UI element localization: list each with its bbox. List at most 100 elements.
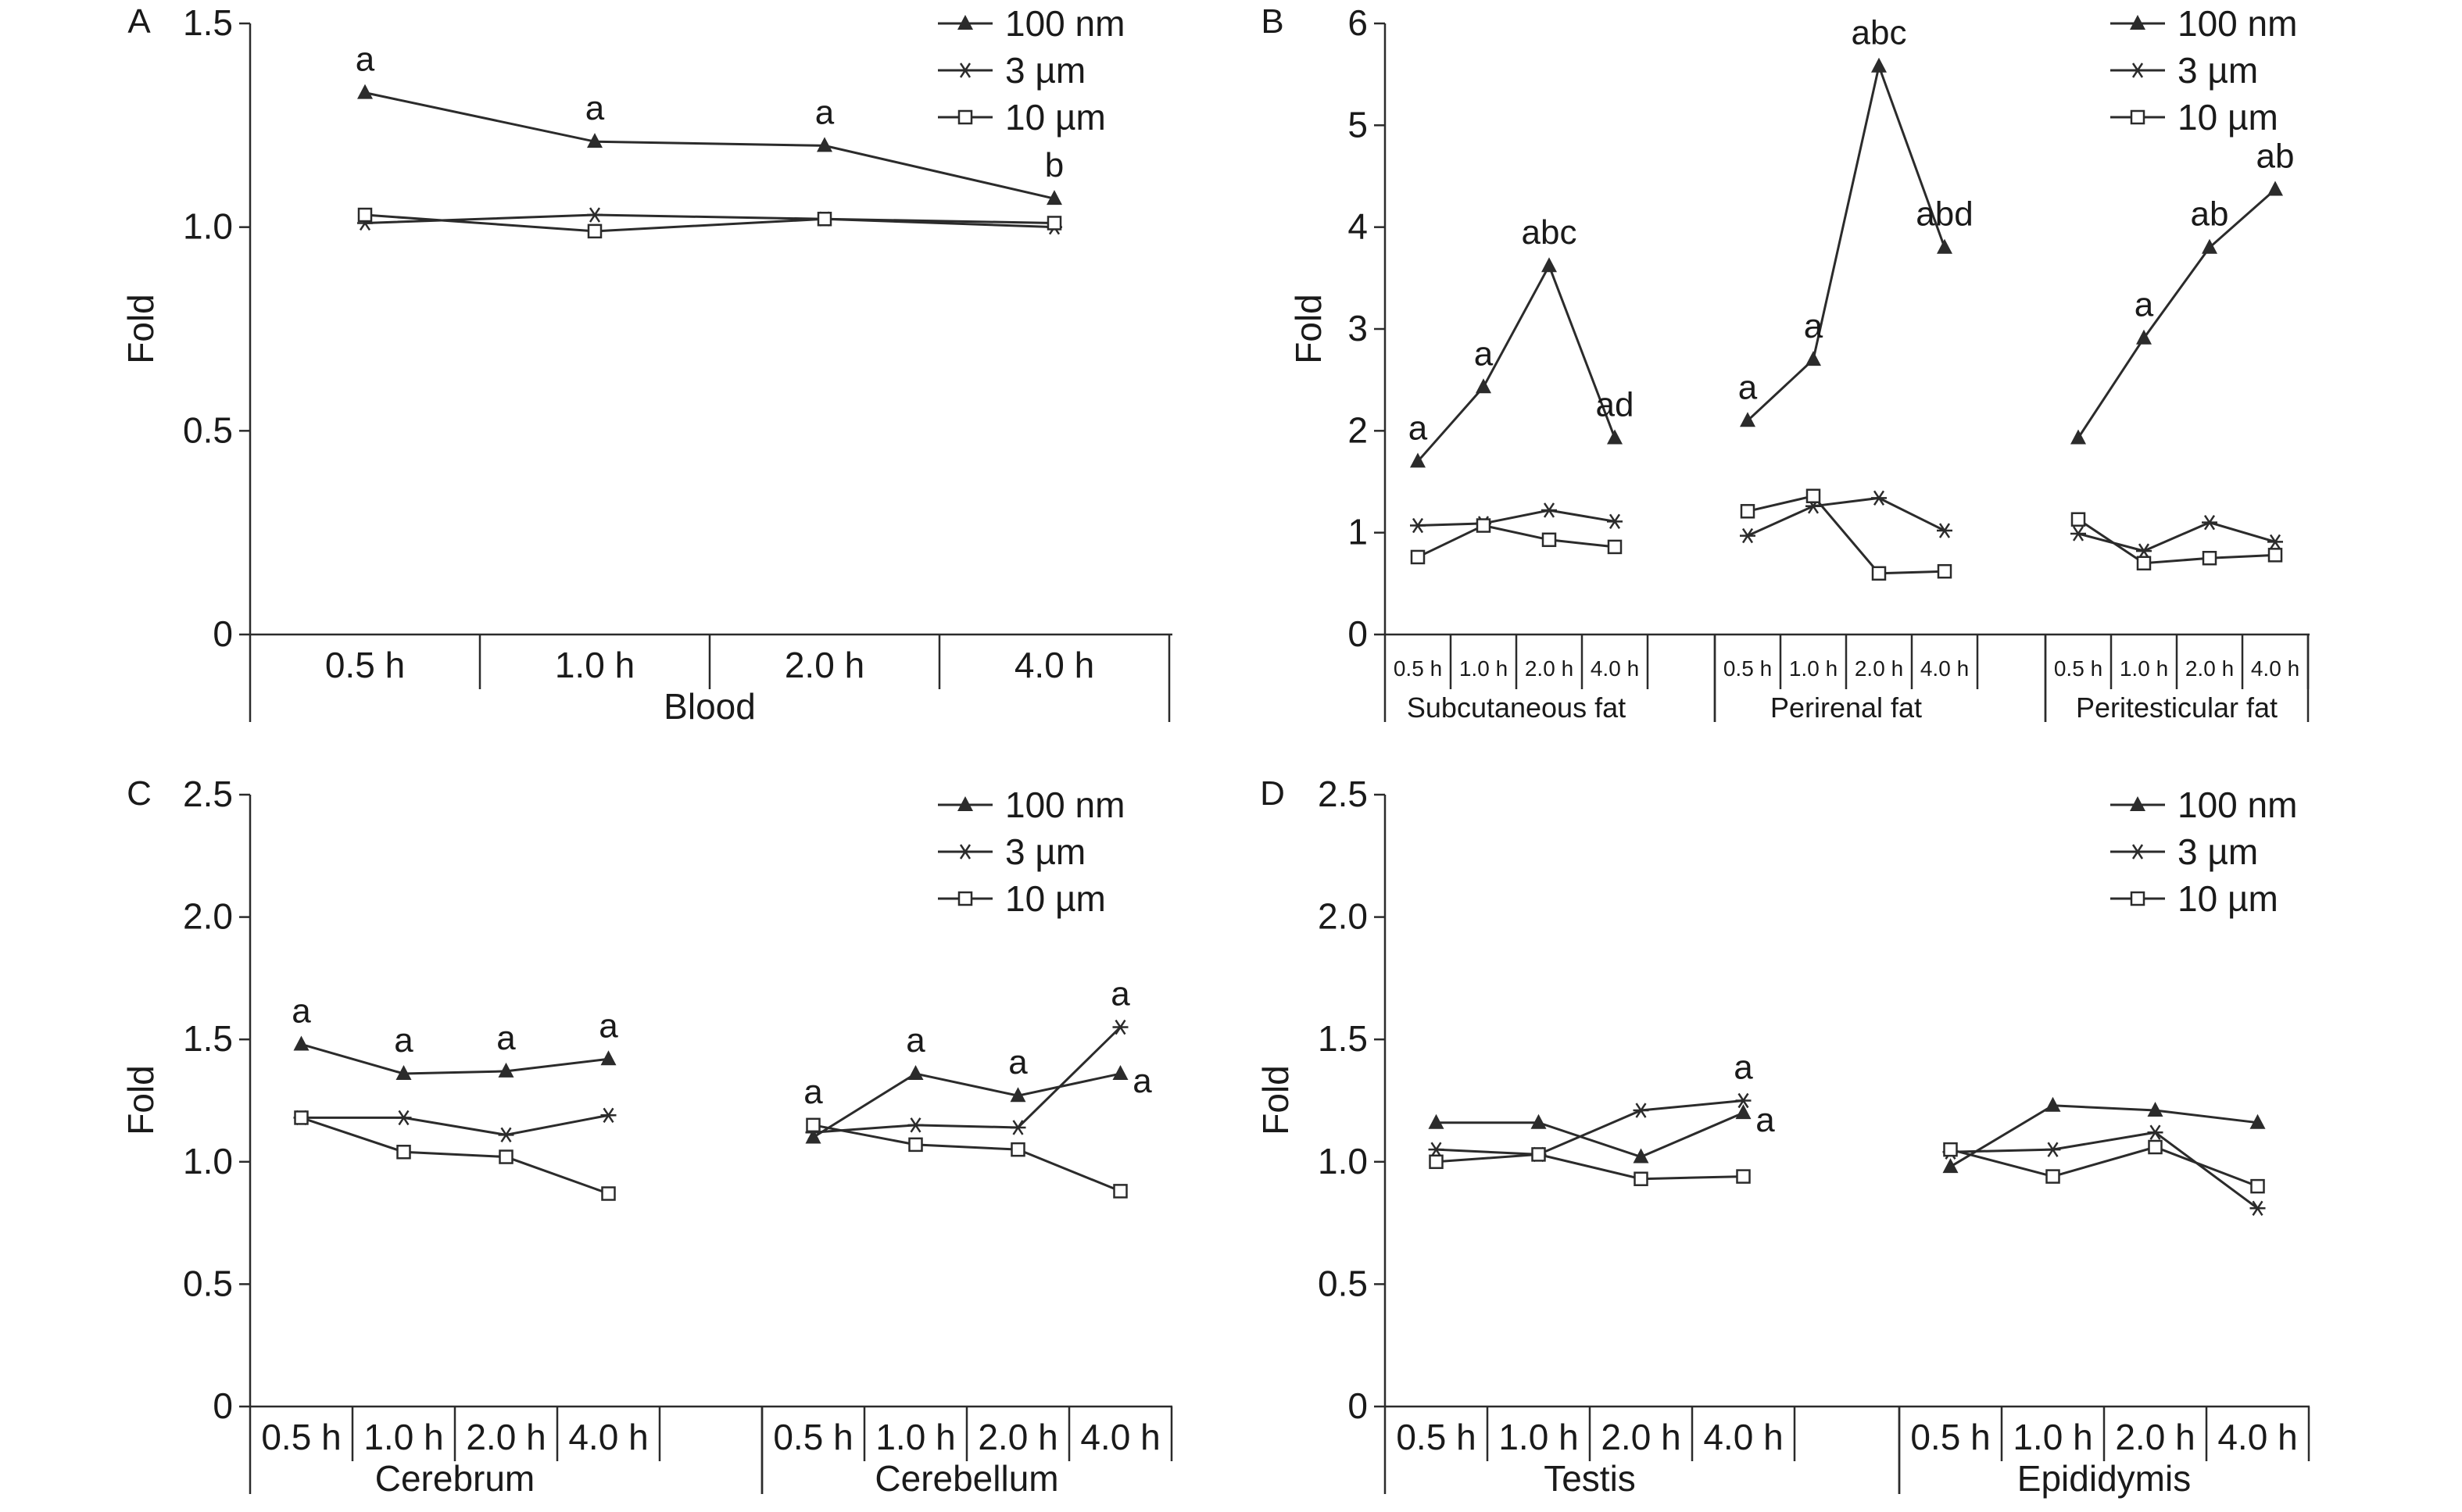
panel-letter: D	[1260, 774, 1285, 813]
legend: 100 nm 3 µm 10 µm	[2110, 785, 2297, 919]
series-line	[364, 213, 1055, 233]
significance-label: abc	[1852, 14, 1907, 52]
y-tick-label: 0.5	[183, 1263, 233, 1303]
data-point	[1113, 1184, 1128, 1199]
legend-marker	[2130, 796, 2145, 811]
y-tick-label: 0.5	[1318, 1263, 1368, 1303]
data-point-stroke	[1430, 1142, 1442, 1157]
data-point-stroke	[1115, 1019, 1126, 1035]
data-point-stroke	[1938, 523, 1951, 538]
series-line	[812, 1072, 1121, 1138]
legend-marker	[2130, 15, 2145, 30]
y-tick-label: 1.0	[183, 206, 233, 247]
x-tick-label: 4.0 h	[1015, 645, 1094, 685]
x-tick-label: 1.0 h	[363, 1417, 443, 1457]
data-point-stroke	[1635, 1103, 1647, 1118]
data-point	[1010, 1087, 1026, 1103]
data-point	[1607, 513, 1623, 530]
y-tick-label: 6	[1347, 2, 1368, 43]
data-point-stroke	[1543, 502, 1555, 518]
data-point-stroke	[2072, 526, 2084, 542]
data-point	[1541, 532, 1557, 548]
x-tick-label: 2.0 h	[1855, 656, 1903, 681]
data-point-stroke	[2149, 1124, 2161, 1140]
data-point	[806, 1117, 821, 1133]
data-point	[907, 1065, 924, 1081]
data-point-stroke	[2252, 1200, 2263, 1217]
data-point-stroke	[1412, 517, 1424, 534]
data-point	[1476, 378, 1491, 394]
data-point	[2070, 429, 2086, 445]
legend-marker-stroke	[2131, 63, 2144, 78]
x-tick-label: 0.5 h	[1396, 1417, 1476, 1457]
data-point	[1633, 1148, 1649, 1163]
series-line	[1747, 495, 1945, 575]
series-line	[1436, 1111, 1745, 1159]
data-point	[1530, 1113, 1547, 1129]
legend-marker	[957, 15, 973, 30]
data-point	[396, 1145, 411, 1160]
data-point	[1112, 1019, 1129, 1035]
series-line	[1436, 1099, 1744, 1156]
x-tick-label: 2.0 h	[2185, 656, 2234, 681]
x-tick-label: 4.0 h	[1080, 1417, 1160, 1457]
data-point	[498, 1127, 514, 1143]
legend-label: 10 µm	[2178, 97, 2278, 138]
data-point	[1112, 1065, 1129, 1081]
series-line	[364, 213, 1055, 229]
legend-label: 100 nm	[1005, 785, 1125, 825]
legend-label: 100 nm	[1005, 3, 1125, 44]
data-point	[395, 1065, 412, 1081]
legend-label: 3 µm	[1005, 50, 1086, 91]
data-point-stroke	[2203, 514, 2216, 531]
series-line	[2077, 188, 2276, 439]
significance-label: ad	[1596, 385, 1634, 424]
data-point	[2147, 1124, 2163, 1140]
legend-marker	[957, 796, 973, 811]
data-point	[600, 1050, 617, 1066]
panel-c: C 0 0.5 1.0 1.5 2.0 2.5 Fold 0.5 h 1.0 h 2.0 h 4.0 …	[120, 774, 1173, 1499]
significance-label: a	[356, 41, 375, 79]
y-tick-label: 1.0	[1318, 1141, 1368, 1181]
legend-label: 3 µm	[1005, 831, 1086, 872]
significance-label: a	[1734, 1049, 1753, 1087]
data-point	[1937, 238, 1952, 254]
series-line	[1416, 263, 1616, 463]
data-point-stroke	[1741, 527, 1754, 544]
data-point	[2070, 512, 2086, 527]
data-point	[1805, 351, 1821, 366]
data-point	[1047, 216, 1062, 231]
legend-marker	[957, 891, 973, 906]
y-tick-label: 0	[1347, 1385, 1368, 1426]
data-point	[1633, 1103, 1649, 1118]
significance-label: ab	[2256, 137, 2295, 175]
x-tick-label: 0.5 h	[773, 1417, 853, 1457]
legend-marker	[957, 63, 973, 78]
group-0: 0.5 h 1.0 h 2.0 h 4.0 h Subcutaneous fat a a ab…	[1383, 213, 1649, 724]
group-label: Testis	[1544, 1458, 1636, 1499]
legend-marker	[957, 109, 973, 125]
data-point	[357, 84, 373, 99]
significance-label: a	[394, 1021, 413, 1060]
y-tick-label: 4	[1347, 206, 1368, 247]
significance-label: a	[1008, 1043, 1028, 1081]
x-tick-label: 4.0 h	[1591, 656, 1639, 681]
legend-marker-stroke	[959, 844, 972, 860]
legend-label: 100 nm	[2178, 785, 2297, 825]
data-point	[600, 1107, 617, 1123]
x-tick-label: 4.0 h	[2251, 656, 2299, 681]
significance-label: b	[1045, 146, 1064, 184]
data-point	[601, 1186, 616, 1201]
panel-a: A 0 0.5 1.0 1.5 Fold 0.5 h 1.0 h 2.0 h 4.0 h Blood…	[120, 2, 1172, 727]
group-0: 0.5 h 1.0 h 2.0 h 4.0 h Cerebrum a a a a	[249, 992, 661, 1499]
data-point	[1735, 1092, 1752, 1109]
data-point	[2070, 526, 2086, 542]
data-point-stroke	[2138, 543, 2150, 559]
data-point	[2202, 514, 2217, 531]
x-tick-label: 2.0 h	[978, 1417, 1057, 1457]
data-point-stroke	[589, 207, 601, 223]
group-1: 0.5 h 1.0 h 2.0 h 4.0 h Perirenal fat a a abc ab…	[1713, 14, 1979, 724]
data-point	[1428, 1113, 1444, 1129]
series-line	[1436, 1153, 1744, 1181]
data-point-stroke	[1012, 1120, 1024, 1135]
